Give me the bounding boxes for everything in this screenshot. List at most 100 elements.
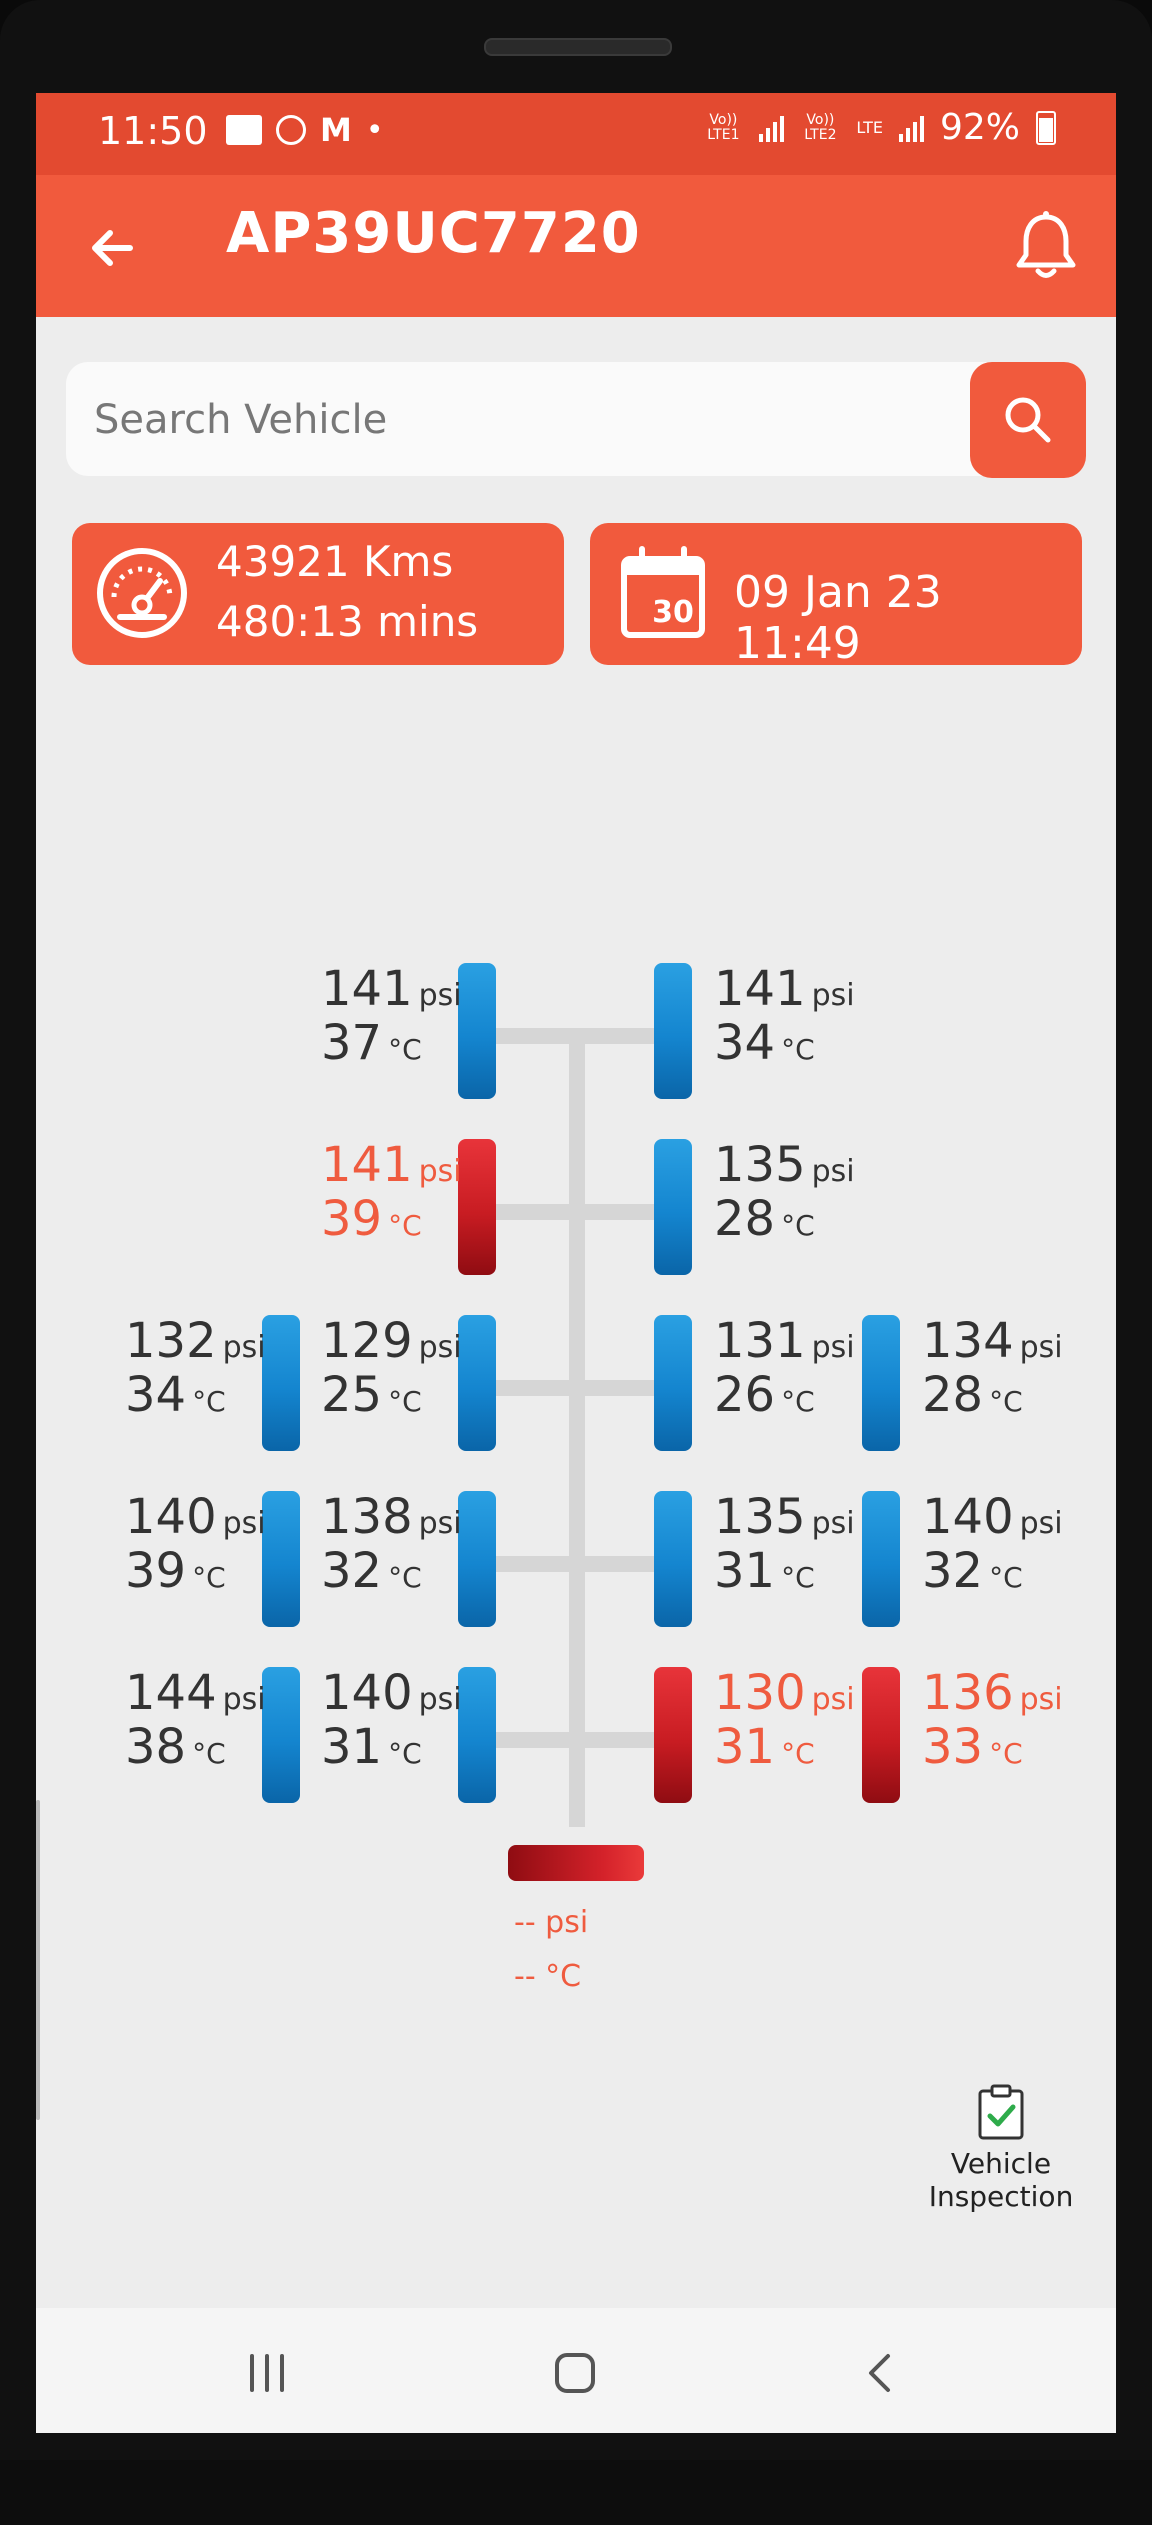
tire-pressure: 141 (714, 961, 806, 1017)
phone-chin (0, 2460, 1152, 2525)
battery-icon (1036, 110, 1056, 145)
tire-reading-3-right-outer: 134 psi 28 °C (922, 1313, 1063, 1423)
speedometer-icon (97, 548, 187, 638)
pressure-unit: psi (222, 1506, 266, 1541)
back-nav-button[interactable] (846, 2338, 916, 2408)
signal-1-icon (759, 114, 785, 142)
temperature-unit: °C (989, 1385, 1023, 1418)
tire-reading-4-right-inner: 135 psi 31 °C (714, 1489, 855, 1599)
temperature-unit: °C (388, 1561, 422, 1594)
vehicle-inspection-button[interactable]: Vehicle Inspection (916, 2083, 1086, 2213)
pressure-unit: psi (418, 1682, 462, 1717)
duration-value: 480:13 mins (216, 597, 479, 646)
axle-1 (496, 1028, 656, 1044)
pressure-unit: psi (1019, 1330, 1063, 1365)
home-button[interactable] (540, 2338, 610, 2408)
tire-temperature: 34 (714, 1015, 776, 1071)
tire-4-right-outer[interactable] (862, 1491, 900, 1627)
tire-1-left[interactable] (458, 963, 496, 1099)
tire-pressure: 134 (922, 1313, 1014, 1369)
tire-5-left-outer[interactable] (262, 1667, 300, 1803)
tire-temperature: 28 (714, 1191, 776, 1247)
temperature-unit: °C (192, 1737, 226, 1770)
tire-4-left-outer[interactable] (262, 1491, 300, 1627)
notification-icons: M • (226, 111, 384, 149)
tire-reading-2-left: 141 psi 39 °C (321, 1137, 462, 1247)
tire-temperature: 39 (321, 1191, 383, 1247)
tire-reading-3-left-inner: 129 psi 25 °C (321, 1313, 462, 1423)
tire-pressure: 132 (125, 1313, 217, 1369)
tire-5-right-outer[interactable] (862, 1667, 900, 1803)
tire-reading-3-left-outer: 132 psi 34 °C (125, 1313, 266, 1423)
notifications-button[interactable] (1006, 205, 1086, 285)
tire-2-right[interactable] (654, 1139, 692, 1275)
tire-3-left-inner[interactable] (458, 1315, 496, 1451)
tire-temperature: 39 (125, 1543, 187, 1599)
search-input[interactable] (92, 362, 956, 478)
tire-5-left-inner[interactable] (458, 1667, 496, 1803)
pressure-unit: psi (811, 1682, 855, 1717)
temperature-unit: °C (989, 1561, 1023, 1594)
tire-4-left-inner[interactable] (458, 1491, 496, 1627)
calendar-icon (621, 546, 705, 638)
tire-reading-1-left: 141 psi 37 °C (321, 961, 462, 1071)
tire-temperature: 38 (125, 1719, 187, 1775)
pressure-unit: psi (811, 1330, 855, 1365)
tire-reading-4-right-outer: 140 psi 32 °C (922, 1489, 1063, 1599)
tire-temperature: 33 (922, 1719, 984, 1775)
tire-pressure: 135 (714, 1137, 806, 1193)
tire-pressure: 140 (125, 1489, 217, 1545)
app-bar: AP39UC7720 (36, 175, 1116, 317)
tire-temperature: 32 (922, 1543, 984, 1599)
tire-temperature: 25 (321, 1367, 383, 1423)
page-title: AP39UC7720 (226, 201, 641, 266)
tire-pressure: 141 (321, 961, 413, 1017)
chevron-left-icon (869, 2354, 890, 2392)
tire-pressure: 144 (125, 1665, 217, 1721)
tire-3-right-outer[interactable] (862, 1315, 900, 1451)
tire-pressure: 135 (714, 1489, 806, 1545)
tire-pressure: 141 (321, 1137, 413, 1193)
tire-temperature: 31 (714, 1719, 776, 1775)
calendar-day: 30 (652, 595, 694, 630)
recent-apps-button[interactable] (232, 2338, 302, 2408)
app-screen: 11:50 M • Vo)) LTE1 Vo)) LTE2 LTE 92% (36, 93, 1116, 2433)
pressure-unit: psi (811, 978, 855, 1013)
tire-reading-2-right: 135 psi 28 °C (714, 1137, 855, 1247)
clipboard-check-icon (978, 2084, 1024, 2140)
spare-tire[interactable] (508, 1845, 644, 1881)
status-indicators: Vo)) LTE1 Vo)) LTE2 LTE 92% (703, 107, 1056, 148)
axle-5 (496, 1732, 656, 1748)
gmail-icon: M (320, 111, 352, 149)
temperature-unit: °C (781, 1737, 815, 1770)
pressure-unit: psi (222, 1682, 266, 1717)
tire-5-right-inner[interactable] (654, 1667, 692, 1803)
temperature-unit: °C (781, 1033, 815, 1066)
tire-pressure: 140 (922, 1489, 1014, 1545)
tire-1-right[interactable] (654, 963, 692, 1099)
tire-temperature: 32 (321, 1543, 383, 1599)
temperature-unit: °C (781, 1209, 815, 1242)
back-button[interactable] (80, 215, 146, 281)
last-update-card: 30 09 Jan 23 11:49 (590, 523, 1082, 669)
edge-panel-handle[interactable] (36, 1800, 40, 2120)
search-icon (1005, 397, 1051, 443)
temperature-unit: °C (192, 1385, 226, 1418)
pressure-unit: psi (418, 1154, 462, 1189)
tire-4-right-inner[interactable] (654, 1491, 692, 1627)
inspection-label-line2: Inspection (928, 2180, 1074, 2213)
tire-3-left-outer[interactable] (262, 1315, 300, 1451)
spare-tire-pressure: -- psi (514, 1905, 589, 1940)
search-button[interactable] (970, 362, 1086, 478)
axle-2 (496, 1204, 656, 1220)
pressure-unit: psi (418, 1506, 462, 1541)
pressure-unit: psi (811, 1154, 855, 1189)
temperature-unit: °C (781, 1561, 815, 1594)
status-time: 11:50 (98, 109, 208, 153)
tire-2-left[interactable] (458, 1139, 496, 1275)
tire-pressure: 140 (321, 1665, 413, 1721)
recent-apps-icon (250, 2354, 284, 2392)
earpiece-speaker (484, 38, 672, 56)
trip-summary-card: 43921 Kms 480:13 mins (72, 523, 564, 665)
tire-3-right-inner[interactable] (654, 1315, 692, 1451)
